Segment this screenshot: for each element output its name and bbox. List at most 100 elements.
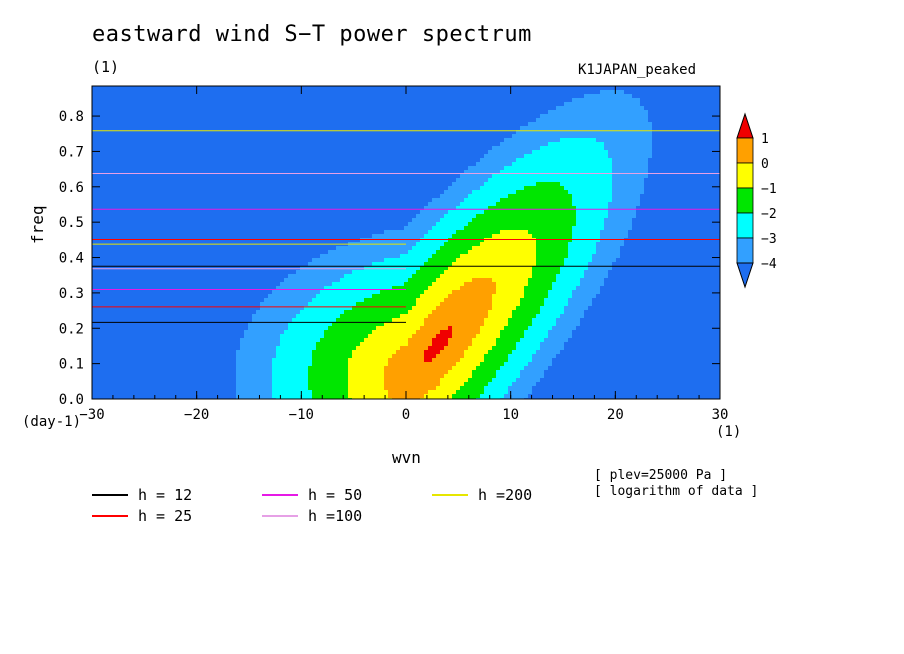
field-cell xyxy=(312,102,317,107)
field-cell xyxy=(100,302,105,307)
field-cell xyxy=(168,150,173,155)
field-cell xyxy=(156,222,161,227)
field-cell xyxy=(168,310,173,315)
field-cell xyxy=(264,370,269,375)
field-cell xyxy=(228,278,233,283)
field-cell xyxy=(280,126,285,131)
field-cell xyxy=(156,346,161,351)
field-cell xyxy=(280,182,285,187)
field-cell xyxy=(116,294,121,299)
field-cell xyxy=(100,90,105,95)
field-cell xyxy=(264,302,269,307)
field-cell xyxy=(180,190,185,195)
field-cell xyxy=(324,238,329,243)
field-cell xyxy=(308,294,313,299)
field-cell xyxy=(196,218,201,223)
field-cell xyxy=(160,110,165,115)
field-cell xyxy=(336,246,341,251)
field-cell xyxy=(112,222,117,227)
field-cell xyxy=(248,94,253,99)
field-cell xyxy=(324,310,329,315)
field-cell xyxy=(300,142,305,147)
field-cell xyxy=(324,266,329,271)
field-cell xyxy=(132,246,137,251)
field-cell xyxy=(260,130,265,135)
field-cell xyxy=(280,350,285,355)
field-cell xyxy=(260,266,265,271)
field-cell xyxy=(136,258,141,263)
field-cell xyxy=(96,206,101,211)
field-cell xyxy=(216,178,221,183)
field-cell xyxy=(140,190,145,195)
field-cell xyxy=(296,282,301,287)
field-cell xyxy=(224,98,229,103)
field-cell xyxy=(204,330,209,335)
field-cell xyxy=(256,150,261,155)
field-cell xyxy=(144,230,149,235)
field-cell xyxy=(296,162,301,167)
field-cell xyxy=(296,254,301,259)
field-cell xyxy=(108,90,113,95)
field-cell xyxy=(104,170,109,175)
field-cell xyxy=(300,90,305,95)
field-cell xyxy=(232,246,237,251)
field-cell xyxy=(140,230,145,235)
field-cell xyxy=(232,118,237,123)
field-cell xyxy=(324,282,329,287)
field-cell xyxy=(272,298,277,303)
field-cell xyxy=(256,154,261,159)
field-cell xyxy=(100,310,105,315)
field-cell xyxy=(228,106,233,111)
field-cell xyxy=(204,270,209,275)
field-cell xyxy=(332,370,337,375)
field-cell xyxy=(116,150,121,155)
field-cell xyxy=(108,378,113,383)
field-cell xyxy=(132,302,137,307)
field-cell xyxy=(340,142,345,147)
field-cell xyxy=(288,110,293,115)
field-cell xyxy=(332,322,337,327)
field-cell xyxy=(296,310,301,315)
field-cell xyxy=(120,142,125,147)
field-cell xyxy=(292,186,297,191)
field-cell xyxy=(100,198,105,203)
field-cell xyxy=(288,98,293,103)
field-cell xyxy=(144,210,149,215)
field-cell xyxy=(272,194,277,199)
field-cell xyxy=(192,266,197,271)
field-cell xyxy=(148,338,153,343)
field-cell xyxy=(124,150,129,155)
field-cell xyxy=(332,198,337,203)
field-cell xyxy=(256,286,261,291)
field-cell xyxy=(288,150,293,155)
field-cell xyxy=(284,182,289,187)
field-cell xyxy=(292,134,297,139)
field-cell xyxy=(336,282,341,287)
field-cell xyxy=(292,226,297,231)
field-cell xyxy=(256,134,261,139)
field-cell xyxy=(232,394,237,399)
field-cell xyxy=(292,106,297,111)
field-cell xyxy=(284,238,289,243)
field-cell xyxy=(92,150,97,155)
field-cell xyxy=(172,162,177,167)
field-cell xyxy=(136,366,141,371)
field-cell xyxy=(256,90,261,95)
field-cell xyxy=(316,98,321,103)
field-cell xyxy=(100,122,105,127)
field-cell xyxy=(156,182,161,187)
field-cell xyxy=(332,166,337,171)
field-cell xyxy=(220,314,225,319)
field-cell xyxy=(112,214,117,219)
field-cell xyxy=(156,318,161,323)
field-cell xyxy=(284,98,289,103)
field-cell xyxy=(248,394,253,399)
field-cell xyxy=(260,150,265,155)
field-cell xyxy=(140,98,145,103)
field-cell xyxy=(208,102,213,107)
field-cell xyxy=(328,90,333,95)
field-cell xyxy=(320,302,325,307)
field-cell xyxy=(244,214,249,219)
field-cell xyxy=(188,374,193,379)
field-cell xyxy=(128,170,133,175)
